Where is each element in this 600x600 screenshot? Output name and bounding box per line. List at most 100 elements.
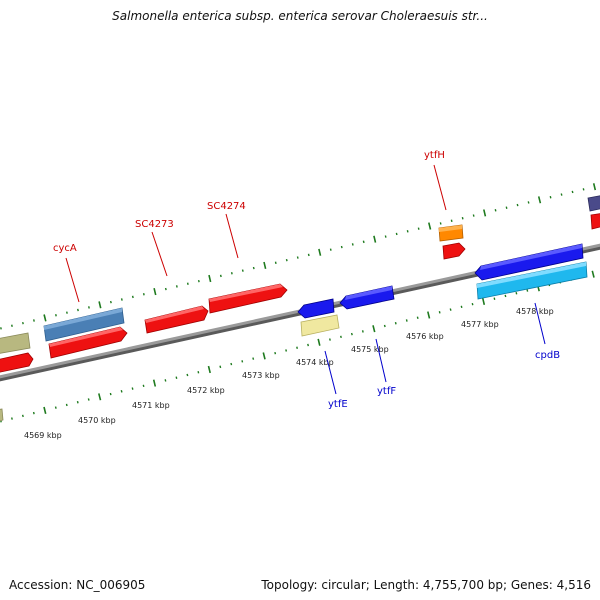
scale-label-4569: 4569 kbp — [24, 431, 62, 440]
reverse-minor-tick — [296, 346, 298, 349]
forward-minor-tick — [571, 190, 574, 194]
forward-minor-tick — [362, 240, 365, 244]
reverse-major-tick — [591, 270, 595, 278]
forward-minor-tick — [164, 287, 167, 291]
reverse-major-tick — [98, 393, 102, 401]
forward-minor-tick — [77, 308, 79, 312]
reverse-gene-ytfE-blue[interactable] — [297, 298, 335, 319]
forward-minor-tick — [230, 272, 233, 275]
reverse-gene-ytfF-blue[interactable] — [339, 285, 395, 310]
reverse-minor-tick — [340, 335, 342, 339]
reverse-minor-tick — [76, 400, 79, 404]
label-line-cycA — [65, 257, 80, 303]
reverse-minor-tick — [186, 373, 189, 377]
reverse-major-tick — [317, 338, 321, 346]
reverse-gene-cpdB-blue[interactable] — [474, 243, 584, 281]
scale-label-4577: 4577 kbp — [461, 320, 499, 329]
reverse-minor-tick — [383, 324, 386, 328]
forward-gene-red-left[interactable] — [0, 352, 34, 373]
label-line-ytfH — [433, 164, 447, 211]
forward-minor-tick — [285, 258, 288, 262]
scale-label-4573: 4573 kbp — [242, 371, 280, 380]
forward-minor-tick — [241, 269, 244, 272]
forward-minor-tick — [560, 193, 563, 196]
scale-label-4576: 4576 kbp — [406, 332, 444, 341]
reverse-minor-tick — [21, 414, 24, 418]
forward-minor-tick — [417, 227, 420, 230]
reverse-minor-tick — [285, 349, 288, 352]
forward-major-tick — [153, 288, 157, 296]
forward-minor-tick — [472, 214, 475, 217]
forward-minor-tick — [33, 319, 35, 322]
forward-gene-red-3[interactable] — [442, 242, 466, 260]
reverse-minor-tick — [142, 384, 145, 388]
reverse-major-tick — [152, 379, 157, 387]
forward-minor-tick — [494, 209, 497, 212]
forward-gene-cycA-olive[interactable] — [0, 332, 31, 354]
reverse-minor-tick — [230, 362, 233, 366]
reverse-minor-tick — [526, 289, 529, 292]
reverse-gene-cpdB-light-blue[interactable] — [476, 261, 588, 300]
forward-major-tick — [43, 314, 47, 322]
forward-minor-tick — [439, 222, 442, 225]
gene-label-ytfF: ytfF — [377, 386, 396, 397]
forward-minor-tick — [527, 201, 530, 204]
reverse-major-tick — [481, 297, 486, 305]
forward-minor-tick — [55, 314, 57, 317]
forward-minor-tick — [22, 321, 24, 325]
scale-label-4572: 4572 kbp — [187, 386, 225, 395]
reverse-minor-tick — [32, 411, 35, 415]
reverse-major-tick — [262, 352, 266, 360]
forward-major-tick — [483, 209, 487, 217]
reverse-minor-tick — [405, 319, 408, 322]
forward-minor-tick — [219, 274, 222, 278]
forward-minor-tick — [197, 279, 200, 283]
scale-label-4570: 4570 kbp — [78, 416, 116, 425]
footer: Accession: NC_006905 Topology: circular;… — [0, 576, 600, 600]
reverse-minor-tick — [515, 292, 518, 295]
forward-gene-orange[interactable] — [438, 224, 464, 242]
forward-minor-tick — [142, 293, 145, 296]
forward-minor-tick — [582, 188, 585, 191]
forward-minor-tick — [395, 232, 398, 236]
forward-minor-tick — [11, 324, 13, 327]
scale-label-4578: 4578 kbp — [516, 307, 554, 316]
forward-gene-red-2[interactable] — [208, 283, 288, 314]
forward-gene-purple[interactable] — [587, 195, 600, 212]
forward-gene-cycA[interactable] — [48, 326, 128, 359]
reverse-minor-tick — [219, 365, 222, 369]
label-line-ytfE — [324, 350, 337, 395]
forward-minor-tick — [175, 285, 178, 288]
reverse-minor-tick — [449, 308, 452, 311]
reverse-tick-track — [0, 270, 595, 423]
forward-minor-tick — [252, 266, 255, 270]
forward-minor-tick — [307, 253, 310, 257]
reverse-gene-olive-left[interactable] — [0, 408, 4, 422]
forward-gene-red-1[interactable] — [144, 305, 209, 334]
forward-gene-steel-blue[interactable] — [43, 307, 125, 342]
forward-minor-tick — [549, 195, 552, 199]
forward-minor-tick — [450, 219, 453, 223]
forward-minor-tick — [296, 256, 299, 259]
gene-label-SC4274: SC4274 — [207, 201, 246, 212]
gene-label-ytfE: ytfE — [328, 399, 348, 410]
scale-label-4574: 4574 kbp — [296, 358, 334, 367]
reverse-minor-tick — [329, 338, 331, 341]
reverse-minor-tick — [252, 357, 255, 360]
gene-label-cycA: cycA — [53, 243, 77, 254]
forward-minor-tick — [329, 248, 332, 251]
reverse-minor-tick — [504, 294, 507, 298]
forward-minor-tick — [0, 327, 2, 330]
forward-major-tick — [98, 301, 102, 309]
reverse-gene-pale-yellow[interactable] — [300, 314, 340, 337]
forward-gene-red-4[interactable] — [590, 213, 600, 230]
reverse-minor-tick — [87, 398, 90, 401]
reverse-major-tick — [207, 365, 211, 374]
forward-major-tick — [428, 222, 432, 230]
forward-minor-tick — [505, 206, 508, 209]
forward-minor-tick — [131, 295, 134, 299]
forward-major-tick — [373, 235, 377, 243]
label-line-SC4273 — [151, 231, 168, 277]
genome-title: Salmonella enterica subsp. enterica sero… — [112, 9, 488, 23]
